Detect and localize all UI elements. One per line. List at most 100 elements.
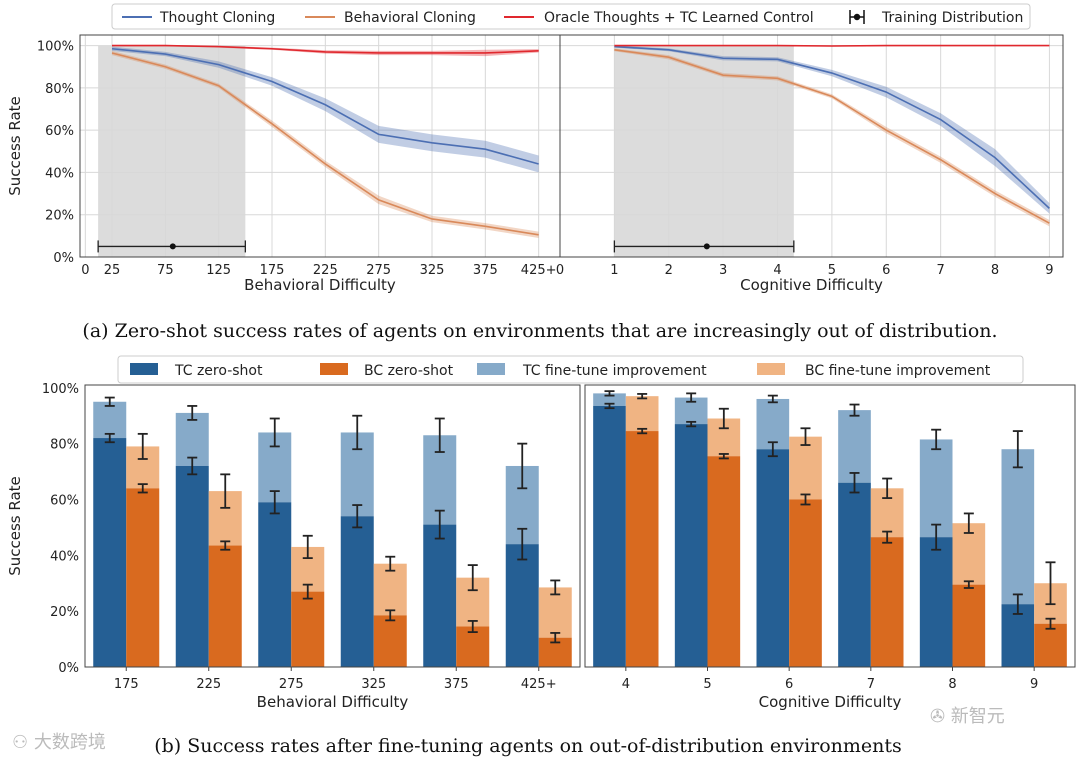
y-tick-label: 100% bbox=[37, 40, 74, 55]
training-mean-dot bbox=[703, 243, 710, 250]
legend-swatch-tc-zero bbox=[130, 363, 158, 375]
x-tick-label: 225 bbox=[196, 677, 221, 692]
x-tick-label: 9 bbox=[1045, 263, 1053, 278]
x-tick-label: 375 bbox=[473, 263, 498, 278]
training-distribution-icon bbox=[849, 10, 865, 24]
x-tick-label: 175 bbox=[260, 263, 285, 278]
series-line-tc bbox=[111, 47, 539, 165]
x-tick-label: 5 bbox=[828, 263, 836, 278]
y-tick-label: 40% bbox=[45, 166, 74, 181]
y-tick-label: 20% bbox=[45, 209, 74, 224]
bar-bc-zero-shot bbox=[456, 626, 490, 667]
y-tick-label: 60% bbox=[50, 493, 79, 508]
bar-bc-zero-shot bbox=[625, 431, 659, 667]
y-tick-label: 20% bbox=[50, 605, 79, 620]
y-tick-label: 40% bbox=[50, 549, 79, 564]
bar-tc-zero-shot bbox=[423, 524, 457, 667]
bar-tc-fine-tune bbox=[1001, 449, 1035, 605]
bar-tc-zero-shot bbox=[838, 482, 871, 667]
x-tick-label: 325 bbox=[361, 677, 386, 692]
bar-bc-zero-shot bbox=[707, 456, 741, 667]
legend-label: Thought Cloning bbox=[159, 10, 275, 26]
x-tick-label: 0 bbox=[556, 263, 564, 278]
bar-tc-zero-shot bbox=[505, 544, 539, 667]
x-axis-label: Cognitive Difficulty bbox=[759, 693, 902, 711]
x-tick-label: 125 bbox=[206, 263, 231, 278]
legend-swatch-bc-zero bbox=[320, 363, 348, 375]
bar-bc-fine-tune bbox=[789, 436, 822, 500]
bar-tc-zero-shot bbox=[340, 516, 374, 667]
caption-a: (a) Zero-shot success rates of agents on… bbox=[82, 320, 997, 342]
legend-label: TC zero-shot bbox=[174, 363, 263, 379]
y-tick-label: 80% bbox=[45, 82, 74, 97]
series-line-oracle bbox=[112, 44, 539, 54]
bar-bc-fine-tune bbox=[373, 563, 407, 616]
confidence-band-tc bbox=[112, 46, 539, 173]
bar-bc-zero-shot bbox=[126, 488, 160, 667]
bar-tc-zero-shot bbox=[919, 537, 953, 667]
y-tick-label: 0% bbox=[53, 251, 74, 266]
x-tick-label: 2 bbox=[665, 263, 673, 278]
bar-bc-fine-tune bbox=[538, 587, 572, 638]
bar-tc-zero-shot bbox=[175, 465, 209, 667]
confidence-band-tc bbox=[614, 45, 1050, 214]
legend-swatch-tc-ft bbox=[477, 363, 505, 375]
bar-bc-zero-shot bbox=[208, 545, 242, 667]
x-axis-label: Cognitive Difficulty bbox=[740, 276, 883, 294]
legend-label: Training Distribution bbox=[881, 10, 1023, 26]
watermark-logo: ⚇ 大数跨境 bbox=[12, 732, 106, 753]
y-tick-label: 0% bbox=[58, 661, 79, 676]
x-tick-label: 4 bbox=[622, 677, 630, 692]
y-tick-label: 80% bbox=[50, 438, 79, 453]
legend-label: BC fine-tune improvement bbox=[805, 363, 991, 379]
series-line-bc bbox=[111, 52, 539, 236]
x-tick-label: 0 bbox=[81, 263, 89, 278]
bar-tc-zero-shot bbox=[258, 502, 292, 667]
legend-swatch-bc-ft bbox=[757, 363, 785, 375]
x-tick-label: 3 bbox=[719, 263, 727, 278]
bar-bc-fine-tune bbox=[625, 396, 659, 432]
bar-bc-zero-shot bbox=[952, 584, 986, 667]
x-tick-label: 425+ bbox=[521, 263, 557, 278]
x-tick-label: 6 bbox=[785, 677, 793, 692]
series-line-bc bbox=[614, 49, 1050, 224]
bar-tc-fine-tune bbox=[593, 393, 626, 406]
x-tick-label: 8 bbox=[991, 263, 999, 278]
bar-bc-zero-shot bbox=[373, 615, 407, 667]
legend-top: Thought Cloning Behavioral Cloning Oracl… bbox=[111, 3, 1031, 30]
legend-label: TC fine-tune improvement bbox=[522, 363, 707, 379]
y-axis-label: Success Rate bbox=[6, 96, 24, 196]
x-tick-label: 1 bbox=[610, 263, 618, 278]
x-tick-label: 325 bbox=[420, 263, 445, 278]
y-axis-label: Success Rate bbox=[6, 476, 24, 576]
x-tick-label: 6 bbox=[882, 263, 890, 278]
training-distribution-shade bbox=[614, 45, 794, 258]
x-tick-label: 8 bbox=[948, 677, 956, 692]
bar-tc-fine-tune bbox=[838, 410, 871, 483]
bar-bc-zero-shot bbox=[789, 499, 822, 667]
x-tick-label: 7 bbox=[867, 677, 875, 692]
x-tick-label: 425+ bbox=[521, 677, 557, 692]
x-tick-label: 375 bbox=[444, 677, 469, 692]
bar-tc-zero-shot bbox=[756, 449, 790, 667]
bar-tc-fine-tune bbox=[756, 398, 790, 450]
axes-frame bbox=[559, 34, 1064, 258]
series-line-tc bbox=[614, 45, 1050, 209]
x-tick-label: 175 bbox=[114, 677, 139, 692]
bar-bc-zero-shot bbox=[1034, 623, 1067, 667]
caption-b: (b) Success rates after fine-tuning agen… bbox=[154, 735, 902, 757]
legend-label: Oracle Thoughts + TC Learned Control bbox=[544, 10, 814, 26]
bar-tc-zero-shot bbox=[93, 438, 127, 667]
x-tick-label: 25 bbox=[104, 263, 121, 278]
legend-label: BC zero-shot bbox=[364, 363, 454, 379]
x-tick-label: 5 bbox=[703, 677, 711, 692]
y-tick-label: 100% bbox=[42, 382, 79, 397]
x-tick-label: 275 bbox=[366, 263, 391, 278]
legend-label: Behavioral Cloning bbox=[344, 10, 476, 26]
x-tick-label: 4 bbox=[773, 263, 781, 278]
x-tick-label: 75 bbox=[157, 263, 174, 278]
bar-tc-fine-tune bbox=[919, 439, 953, 538]
x-tick-label: 9 bbox=[1030, 677, 1038, 692]
x-tick-label: 7 bbox=[937, 263, 945, 278]
